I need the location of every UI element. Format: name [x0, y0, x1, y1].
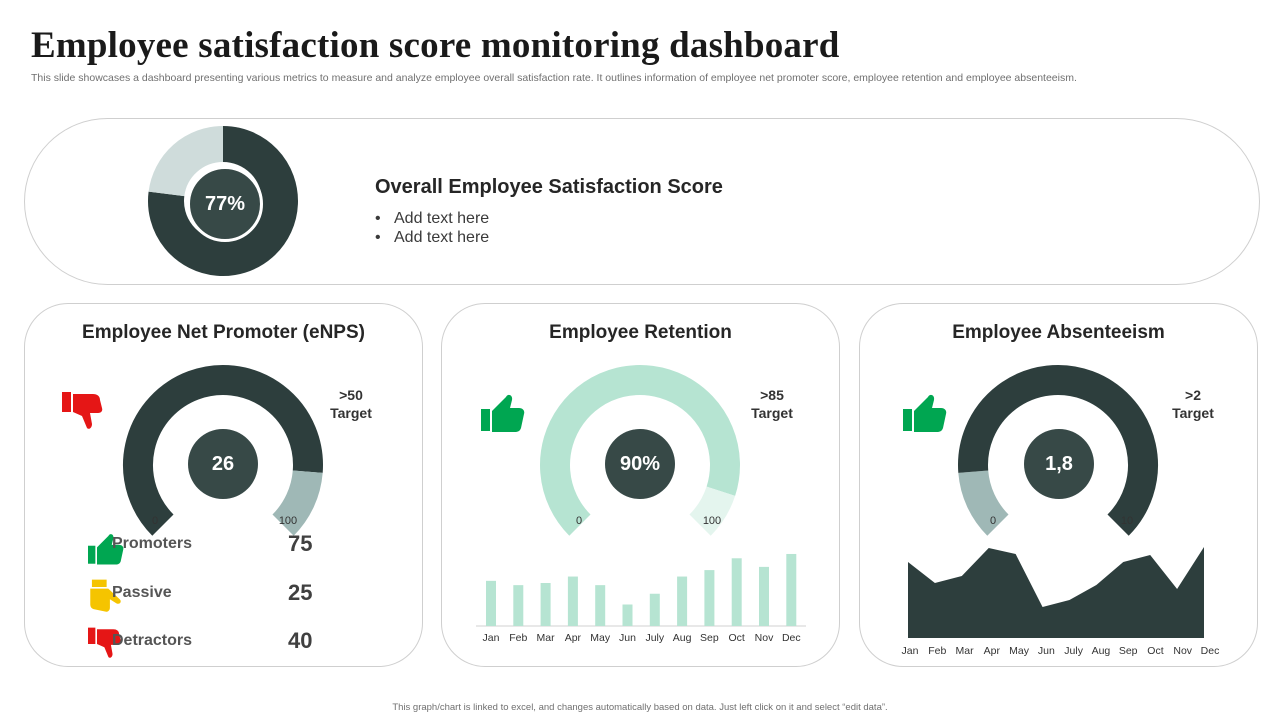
bar-oct: [731, 558, 742, 626]
bar-apr: [567, 576, 578, 626]
retention-title: Employee Retention: [549, 322, 732, 343]
bar-aug: [677, 576, 688, 626]
enps-target-word: Target: [330, 405, 372, 421]
retention-gauge: [540, 365, 740, 536]
month-label: Aug: [672, 632, 692, 644]
gauge-value-arc: [958, 365, 1158, 536]
month-label: Apr: [983, 645, 1000, 657]
absenteeism-area-chart: [908, 547, 1204, 638]
bar-nov: [759, 566, 769, 626]
retention-target-value: >85: [760, 387, 784, 403]
gauge-value-arc: [123, 365, 323, 536]
bar-mar: [540, 583, 551, 626]
retention-target-word: Target: [751, 405, 793, 421]
overall-donut-chart: [148, 126, 298, 276]
month-label: Apr: [564, 632, 582, 644]
enps-axis-max: 100: [278, 515, 298, 527]
month-label: Dec: [781, 632, 801, 644]
legend-passive: Passive 25: [60, 578, 360, 618]
absenteeism-target-word: Target: [1172, 405, 1214, 421]
enps-target-value: >50: [339, 387, 363, 403]
legend-label: Passive: [112, 584, 172, 601]
month-label: July: [645, 632, 665, 644]
bar-sep: [704, 570, 715, 626]
bar-jan: [486, 580, 496, 626]
month-label: Dec: [1200, 645, 1220, 657]
thumbs-up-icon: [903, 394, 947, 432]
month-label: Sep: [700, 632, 719, 644]
donut-slice-satisfied: [148, 126, 298, 276]
absenteeism-area: [908, 547, 1204, 638]
thumbs-sideways-icon: [90, 579, 121, 612]
bullet-item: Add text here: [375, 228, 489, 247]
month-label: Aug: [1091, 645, 1111, 657]
absenteeism-target: >2 Target: [1163, 386, 1223, 422]
month-label: Jan: [482, 632, 500, 644]
overall-score-badge: 77%: [187, 166, 263, 242]
gauge-remaining-arc: [689, 486, 736, 536]
legend-detractors: Detractors 40: [60, 626, 360, 666]
month-label: Nov: [754, 632, 774, 644]
enps-gauge: [123, 365, 323, 536]
month-label: Sep: [1118, 645, 1138, 657]
bar-jun: [622, 604, 633, 626]
legend-value: 25: [288, 580, 313, 605]
enps-axis-min: 0: [151, 515, 159, 527]
bar-feb: [513, 585, 524, 626]
enps-target: >50 Target: [321, 386, 381, 422]
legend-value: 75: [288, 531, 313, 556]
month-label: Nov: [1173, 645, 1193, 657]
gauge-value-arc: [540, 365, 740, 536]
month-label: Feb: [509, 632, 528, 644]
donut-slice-other: [148, 126, 224, 197]
absenteeism-value-badge: 1,8: [1024, 429, 1094, 499]
absenteeism-title: Employee Absenteeism: [952, 322, 1165, 343]
absenteeism-gauge: [958, 365, 1158, 536]
legend-value: 40: [288, 628, 313, 653]
absenteeism-axis-min: 0: [989, 515, 997, 527]
thumbs-up-icon: [88, 534, 124, 565]
thumbs-down-icon: [88, 627, 121, 658]
page-subtitle: This slide showcases a dashboard present…: [31, 72, 1077, 84]
enps-title: Employee Net Promoter (eNPS): [82, 322, 365, 343]
thumbs-up-icon: [481, 394, 525, 432]
month-label: July: [1064, 645, 1083, 657]
month-label: Oct: [1147, 645, 1164, 657]
month-label: May: [1009, 645, 1029, 657]
page-title: Employee satisfaction score monitoring d…: [31, 25, 840, 66]
gauge-remaining-arc: [958, 469, 1009, 536]
retention-target: >85 Target: [742, 386, 802, 422]
month-label: Jun: [619, 632, 636, 644]
month-label: Mar: [955, 645, 974, 657]
legend-promoters: Promoters 75: [60, 529, 360, 569]
retention-axis-max: 100: [702, 515, 722, 527]
retention-value-badge: 90%: [605, 429, 675, 499]
overall-score-value: 77%: [204, 192, 246, 215]
legend-label: Promoters: [112, 535, 193, 552]
bar-july: [649, 593, 660, 626]
retention-value: 90%: [619, 452, 661, 475]
bullet-item: Add text here: [375, 209, 489, 228]
month-label: Feb: [928, 645, 947, 657]
enps-value-badge: 26: [188, 429, 258, 499]
month-label: Mar: [536, 632, 555, 644]
bar-dec: [786, 553, 797, 626]
overall-bullets: Add text here Add text here: [375, 209, 489, 247]
enps-value: 26: [211, 452, 235, 475]
month-label: Oct: [728, 632, 745, 644]
bar-may: [595, 585, 606, 626]
footer-note: This graph/chart is linked to excel, and…: [392, 702, 888, 713]
month-label: Jan: [901, 645, 919, 657]
month-label: Jun: [1037, 645, 1055, 657]
retention-bar-chart: [476, 553, 806, 627]
thumbs-down-icon: [62, 392, 103, 429]
retention-axis-min: 0: [575, 515, 583, 527]
legend-label: Detractors: [112, 632, 193, 649]
month-label: May: [590, 632, 611, 644]
absenteeism-value: 1,8: [1045, 452, 1073, 475]
absenteeism-axis-max: 10: [1120, 515, 1134, 527]
absenteeism-target-value: >2: [1185, 387, 1201, 403]
gauge-remaining-arc: [272, 469, 323, 536]
overall-score-heading: Overall Employee Satisfaction Score: [375, 176, 723, 198]
